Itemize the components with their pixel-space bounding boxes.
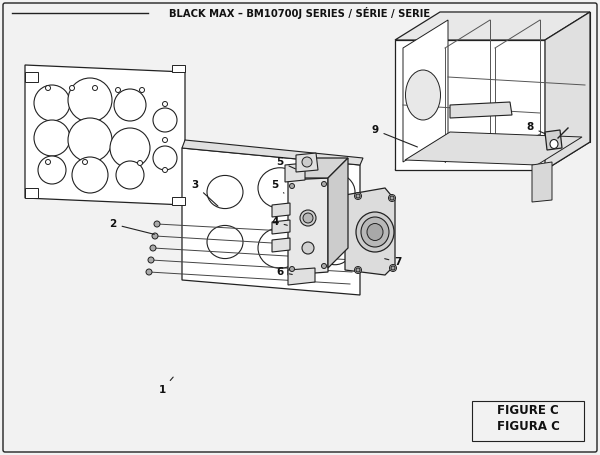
Polygon shape <box>296 153 318 172</box>
Polygon shape <box>25 188 38 198</box>
Ellipse shape <box>68 78 112 122</box>
Text: 5: 5 <box>277 157 295 169</box>
Ellipse shape <box>153 108 177 132</box>
Text: FIGURA C: FIGURA C <box>497 420 559 434</box>
Polygon shape <box>288 268 315 285</box>
Ellipse shape <box>356 212 394 252</box>
Text: 5: 5 <box>271 180 284 193</box>
Text: 6: 6 <box>277 267 292 277</box>
Polygon shape <box>285 163 305 182</box>
Ellipse shape <box>68 118 112 162</box>
Ellipse shape <box>258 228 302 268</box>
Polygon shape <box>182 140 363 165</box>
Polygon shape <box>440 12 590 142</box>
Ellipse shape <box>550 140 558 148</box>
Text: BLACK MAX – BM10700J SERIES / SÉRIE / SERIE: BLACK MAX – BM10700J SERIES / SÉRIE / SE… <box>169 7 431 19</box>
Ellipse shape <box>315 174 355 210</box>
Polygon shape <box>172 197 185 205</box>
Polygon shape <box>545 130 562 150</box>
Ellipse shape <box>322 263 326 268</box>
Ellipse shape <box>148 257 154 263</box>
Polygon shape <box>288 178 328 275</box>
Polygon shape <box>395 12 590 40</box>
Polygon shape <box>405 132 582 165</box>
Ellipse shape <box>303 213 313 223</box>
Text: 4: 4 <box>271 217 287 227</box>
Polygon shape <box>25 72 38 82</box>
Bar <box>472 401 584 441</box>
Ellipse shape <box>163 137 167 142</box>
Ellipse shape <box>389 264 397 272</box>
Ellipse shape <box>391 266 395 270</box>
Ellipse shape <box>319 235 351 265</box>
Ellipse shape <box>207 225 243 258</box>
Ellipse shape <box>150 245 156 251</box>
Polygon shape <box>395 142 590 170</box>
Ellipse shape <box>290 267 295 272</box>
Text: 9: 9 <box>371 125 418 147</box>
Ellipse shape <box>115 87 121 92</box>
Polygon shape <box>288 158 348 178</box>
Ellipse shape <box>367 223 383 241</box>
Ellipse shape <box>153 146 177 170</box>
Text: 8: 8 <box>526 122 545 134</box>
Ellipse shape <box>207 176 243 208</box>
Ellipse shape <box>361 217 389 247</box>
Polygon shape <box>272 203 290 217</box>
Ellipse shape <box>163 101 167 106</box>
Text: 7: 7 <box>385 257 401 267</box>
Ellipse shape <box>72 157 108 193</box>
Polygon shape <box>182 148 360 295</box>
Polygon shape <box>403 20 448 162</box>
Polygon shape <box>272 238 290 252</box>
Polygon shape <box>328 158 348 268</box>
Ellipse shape <box>152 233 158 239</box>
Polygon shape <box>545 12 590 170</box>
Polygon shape <box>25 65 185 205</box>
Ellipse shape <box>146 269 152 275</box>
Ellipse shape <box>356 194 360 198</box>
Ellipse shape <box>302 157 312 167</box>
Polygon shape <box>345 188 395 275</box>
Text: FIGURE C: FIGURE C <box>497 404 559 418</box>
Polygon shape <box>395 40 545 170</box>
Ellipse shape <box>38 156 66 184</box>
Ellipse shape <box>114 89 146 121</box>
Ellipse shape <box>137 161 143 166</box>
Ellipse shape <box>356 268 360 272</box>
Ellipse shape <box>355 267 361 273</box>
Ellipse shape <box>406 70 440 120</box>
Ellipse shape <box>116 161 144 189</box>
Ellipse shape <box>110 128 150 168</box>
Ellipse shape <box>302 242 314 254</box>
Ellipse shape <box>389 194 395 202</box>
Ellipse shape <box>163 167 167 172</box>
Polygon shape <box>272 220 290 234</box>
Ellipse shape <box>355 192 361 199</box>
Ellipse shape <box>154 221 160 227</box>
Text: 3: 3 <box>191 180 218 206</box>
FancyBboxPatch shape <box>3 3 597 452</box>
Ellipse shape <box>83 160 88 165</box>
Ellipse shape <box>34 85 70 121</box>
Ellipse shape <box>46 160 50 165</box>
Polygon shape <box>172 65 185 72</box>
Text: 2: 2 <box>109 219 154 234</box>
Ellipse shape <box>322 182 326 187</box>
Ellipse shape <box>46 86 50 91</box>
Ellipse shape <box>92 86 97 91</box>
Ellipse shape <box>258 168 302 208</box>
Ellipse shape <box>290 183 295 188</box>
Ellipse shape <box>139 87 145 92</box>
Ellipse shape <box>70 86 74 91</box>
Polygon shape <box>450 102 512 118</box>
Polygon shape <box>532 162 552 202</box>
Ellipse shape <box>390 196 394 200</box>
Text: 1: 1 <box>158 377 173 395</box>
Ellipse shape <box>300 210 316 226</box>
Ellipse shape <box>34 120 70 156</box>
